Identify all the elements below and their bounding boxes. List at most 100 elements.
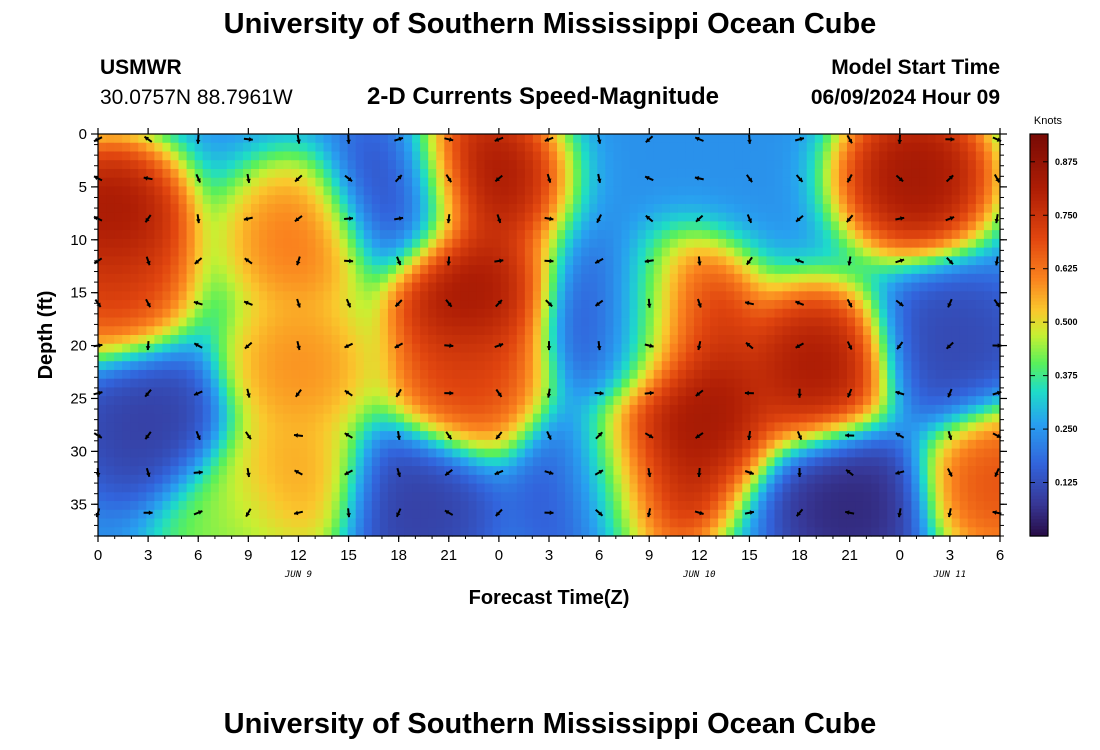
heatmap-cell <box>532 404 542 415</box>
heatmap-cell <box>194 335 204 345</box>
heatmap-cell <box>661 186 671 196</box>
heatmap-cell <box>605 509 615 520</box>
heatmap-cell <box>685 518 695 528</box>
heatmap-cell <box>146 413 155 423</box>
heatmap-cell <box>516 378 526 389</box>
heatmap-cell <box>573 212 582 222</box>
heatmap-cell <box>323 501 333 511</box>
heatmap-cell <box>379 474 389 485</box>
heatmap-cell <box>927 282 937 292</box>
heatmap-cell <box>323 413 333 423</box>
heatmap-cell <box>605 230 615 240</box>
heatmap-cell <box>202 230 212 240</box>
heatmap-cell <box>468 527 478 537</box>
heatmap-cell <box>202 413 212 423</box>
heatmap-cell <box>782 352 792 362</box>
heatmap-cell <box>242 273 252 284</box>
heatmap-cell <box>484 518 494 528</box>
heatmap-cell <box>581 492 590 502</box>
heatmap-cell <box>927 396 937 406</box>
heatmap-cell <box>565 326 574 336</box>
heatmap-cell <box>855 413 864 423</box>
heatmap-cell <box>637 265 647 275</box>
heatmap-cell <box>863 466 872 476</box>
heatmap-cell <box>613 422 623 432</box>
heatmap-cell <box>782 474 792 485</box>
heatmap-cell <box>363 326 373 336</box>
heatmap-cell <box>460 378 470 389</box>
heatmap-cell <box>838 177 848 188</box>
heatmap-cell <box>557 282 566 292</box>
heatmap-cell <box>653 203 663 214</box>
heatmap-cell <box>621 326 631 336</box>
heatmap-cell <box>798 160 808 170</box>
heatmap-cell <box>830 273 840 284</box>
heatmap-cell <box>814 151 824 161</box>
heatmap-cell <box>323 308 333 319</box>
heatmap-cell <box>186 326 196 336</box>
heatmap-cell <box>202 282 212 292</box>
heatmap-cell <box>420 291 429 301</box>
heatmap-cell <box>122 291 131 301</box>
heatmap-cell <box>887 186 896 196</box>
heatmap-cell <box>806 518 816 528</box>
heatmap-cell <box>806 230 816 240</box>
heatmap-cell <box>524 326 534 336</box>
heatmap-cell <box>226 160 236 170</box>
heatmap-cell <box>251 134 260 144</box>
heatmap-cell <box>573 387 582 397</box>
heatmap-cell <box>895 466 904 476</box>
heatmap-cell <box>911 177 921 188</box>
heatmap-cell <box>299 335 308 345</box>
heatmap-cell <box>734 439 743 450</box>
heatmap-cell <box>460 501 470 511</box>
heatmap-cell <box>782 439 792 450</box>
heatmap-cell <box>412 527 421 537</box>
heatmap-cell <box>130 238 139 249</box>
heatmap-cell <box>524 378 534 389</box>
heatmap-cell <box>822 413 832 423</box>
heatmap-cell <box>154 151 164 161</box>
heatmap-cell <box>275 300 284 310</box>
heatmap-cell <box>846 247 856 257</box>
heatmap-cell <box>734 308 743 319</box>
heatmap-cell <box>871 352 880 362</box>
heatmap-cell <box>355 413 365 423</box>
heatmap-cell <box>516 291 526 301</box>
heatmap-cell <box>347 238 357 249</box>
heatmap-cell <box>476 466 486 476</box>
heatmap-cell <box>412 212 421 222</box>
heatmap-cell <box>130 221 139 231</box>
heatmap-cell <box>226 308 236 319</box>
heatmap-cell <box>226 378 236 389</box>
heatmap-cell <box>863 431 872 441</box>
heatmap-cell <box>693 230 703 240</box>
heatmap-cell <box>693 335 703 345</box>
heatmap-cell <box>178 439 188 450</box>
heatmap-cell <box>621 509 631 520</box>
heatmap-cell <box>130 387 139 397</box>
heatmap-cell <box>363 300 373 310</box>
heatmap-cell <box>661 230 671 240</box>
heatmap-cell <box>629 291 639 301</box>
heatmap-cell <box>734 343 743 354</box>
heatmap-cell <box>468 492 478 502</box>
heatmap-cell <box>879 352 888 362</box>
heatmap-cell <box>685 352 695 362</box>
heatmap-cell <box>669 160 679 170</box>
heatmap-cell <box>428 168 437 179</box>
heatmap-cell <box>492 308 502 319</box>
heatmap-cell <box>903 142 913 153</box>
heatmap-cell <box>653 247 663 257</box>
heatmap-cell <box>170 168 180 179</box>
heatmap-cell <box>549 378 558 389</box>
heatmap-cell <box>210 361 220 371</box>
heatmap-cell <box>774 230 784 240</box>
heatmap-cell <box>404 518 413 528</box>
heatmap-cell <box>251 230 260 240</box>
heatmap-cell <box>766 369 776 380</box>
heatmap-cell <box>412 413 421 423</box>
heatmap-cell <box>428 326 437 336</box>
heatmap-cell <box>130 457 139 467</box>
heatmap-cell <box>436 160 445 170</box>
